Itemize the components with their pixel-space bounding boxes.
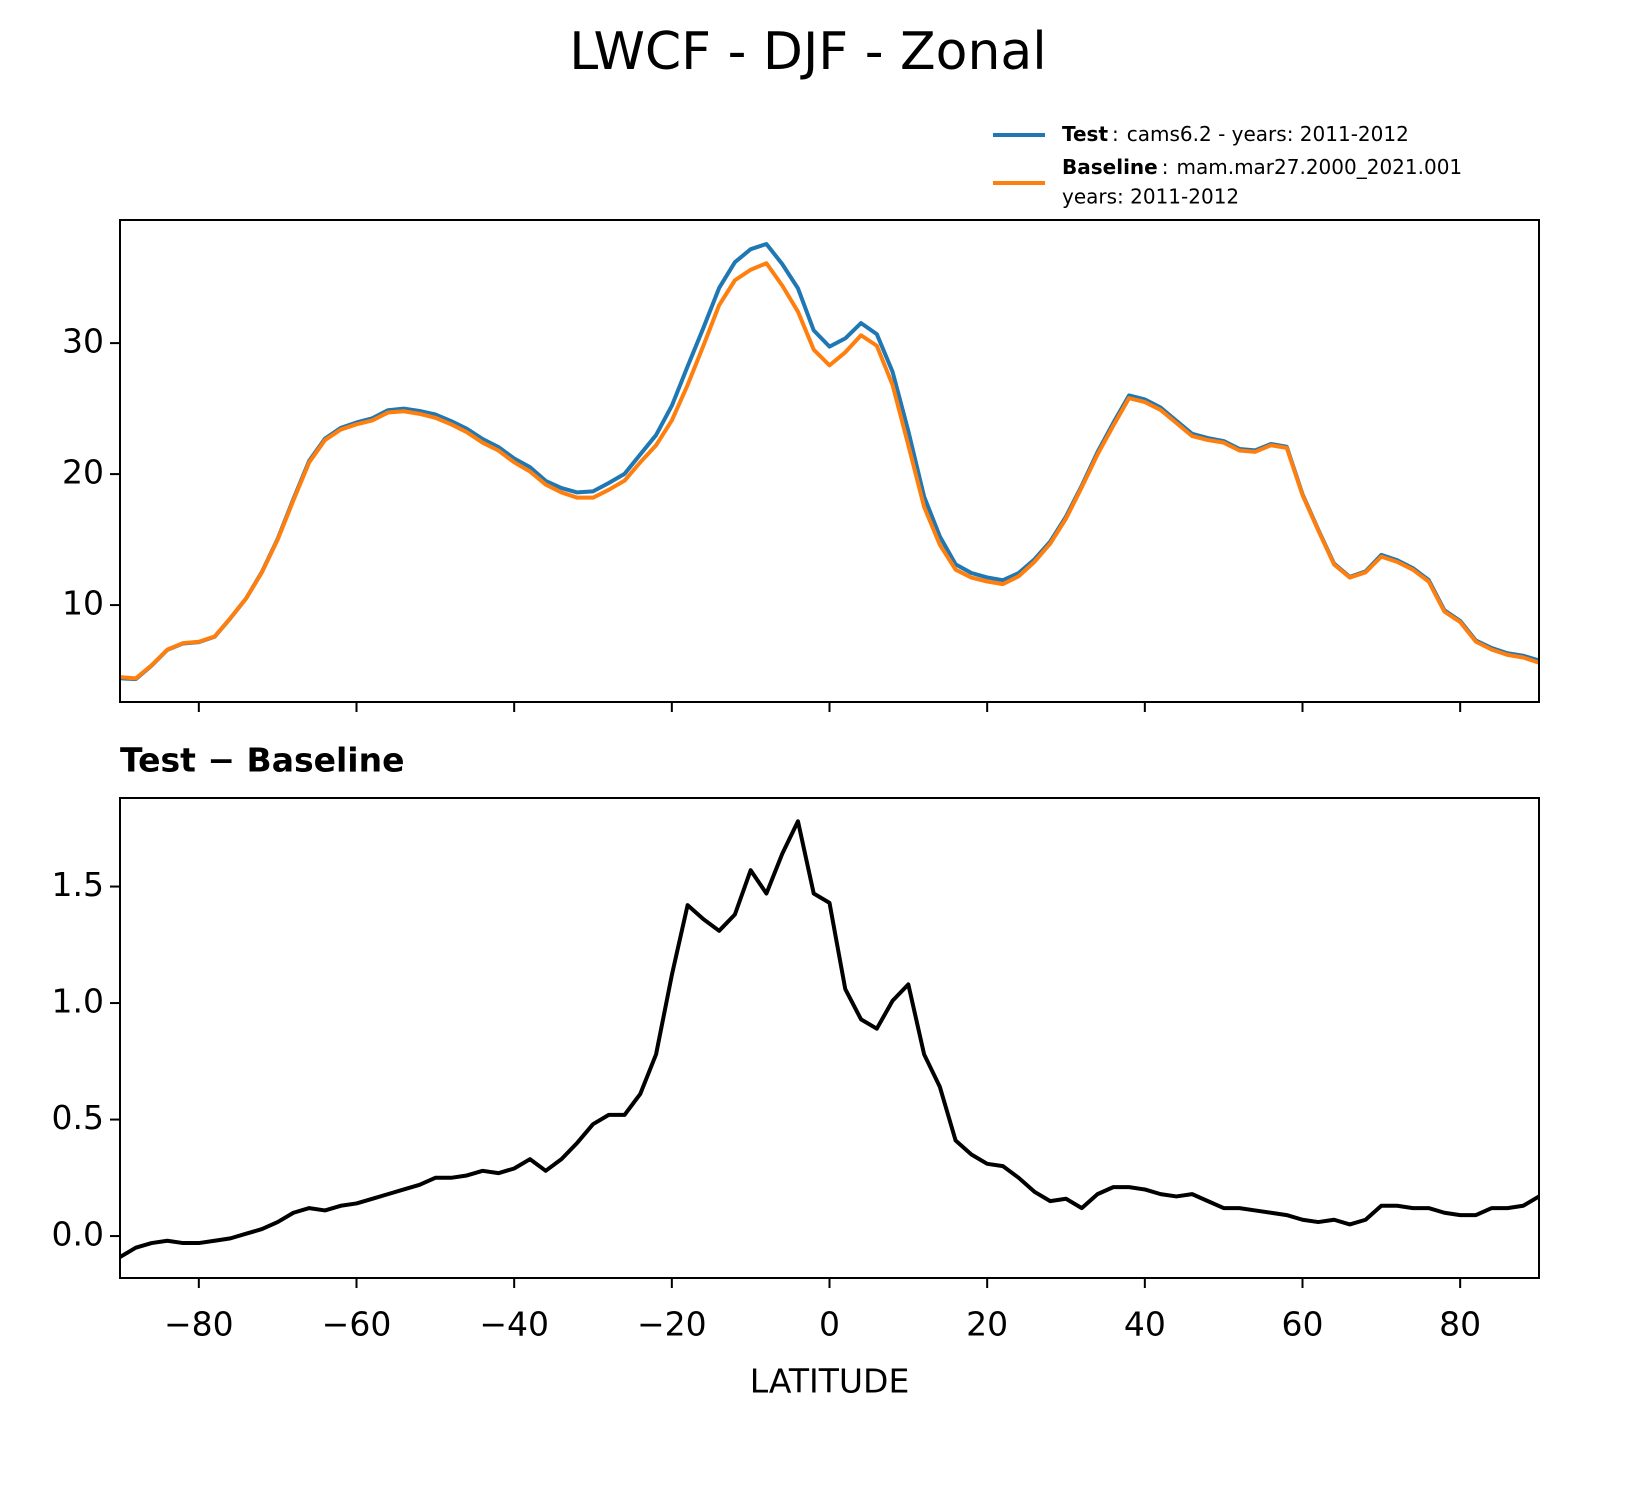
x-tick-label: 0: [819, 1305, 840, 1344]
legend-colon: :: [1112, 122, 1119, 146]
legend-label: Baseline: mam.mar27.2000_2021.001: [1062, 155, 1462, 179]
legend-name: Test: [1062, 122, 1108, 146]
legend-label: Test: cams6.2 - years: 2011-2012: [1062, 122, 1409, 146]
legend-label-line: years: 2011-2012: [1062, 185, 1239, 209]
x-tick-label: 20: [966, 1305, 1008, 1344]
y-tick-label: 30: [62, 322, 104, 361]
y-tick-label: 0.5: [52, 1098, 104, 1137]
panel-title: Test − Baseline: [120, 741, 405, 780]
data-line: [120, 261, 1539, 681]
axes-frame: [119, 797, 1540, 1279]
legend-name: Baseline: [1062, 155, 1158, 179]
figure-title: LWCF - DJF - Zonal: [569, 22, 1046, 82]
x-tick-label: −60: [322, 1305, 392, 1344]
x-tick-label: 60: [1282, 1305, 1324, 1344]
data-line: [120, 819, 1539, 1259]
y-tick-label: 10: [62, 584, 104, 623]
axes-frame: [119, 219, 1540, 703]
legend-colon: :: [1162, 155, 1169, 179]
y-tick-label: 1.0: [52, 982, 104, 1021]
y-tick-label: 0.0: [52, 1215, 104, 1254]
x-tick-label: −40: [479, 1305, 549, 1344]
x-axis-label: LATITUDE: [750, 1362, 910, 1401]
x-tick-label: 40: [1124, 1305, 1166, 1344]
legend-separator: mam.mar27.2000_2021.001: [1176, 155, 1462, 179]
y-tick-label: 20: [62, 453, 104, 492]
legend-separator: cams6.2 - years: 2011-2012: [1127, 122, 1409, 146]
x-tick-label: 80: [1439, 1305, 1481, 1344]
x-tick-label: −20: [637, 1305, 707, 1344]
y-tick-label: 1.5: [52, 865, 104, 904]
x-tick-label: −80: [164, 1305, 234, 1344]
